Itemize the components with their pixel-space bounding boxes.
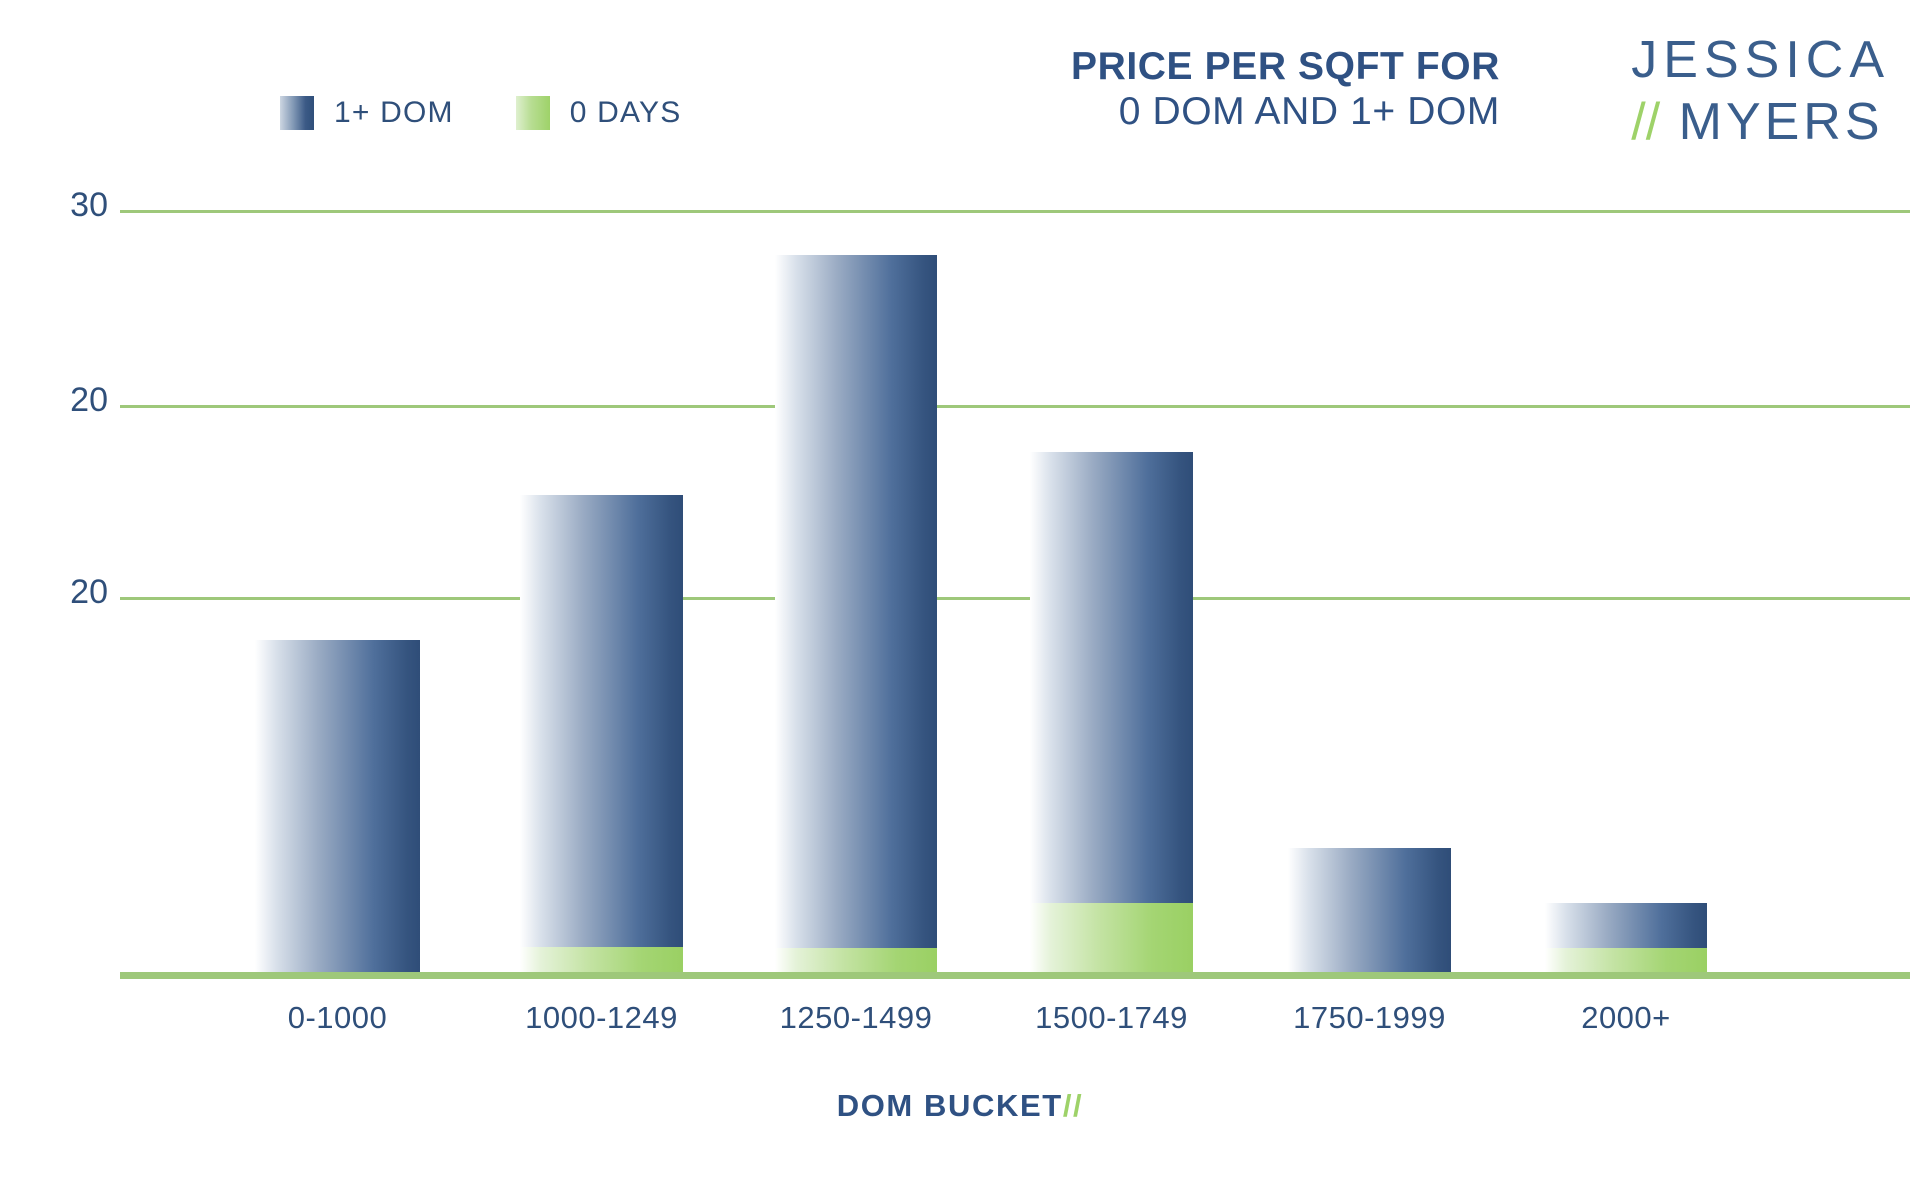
bar-column[interactable] xyxy=(1030,452,1193,972)
legend-swatch-blue-icon xyxy=(280,96,314,130)
x-axis-tick-label: 1750-1999 xyxy=(1293,1000,1446,1035)
x-axis-tick-label: 2000+ xyxy=(1581,1000,1671,1035)
bar-segment-1-plus-dom[interactable] xyxy=(1545,903,1707,948)
bar-segment-1-plus-dom[interactable] xyxy=(1288,848,1451,972)
bar-segment-0-days[interactable] xyxy=(520,947,683,972)
gridline xyxy=(120,597,1910,600)
brand-last-text: MYERS xyxy=(1678,93,1884,151)
bar-segment-1-plus-dom[interactable] xyxy=(520,495,683,947)
legend-swatch-green-icon xyxy=(515,96,550,130)
x-axis-baseline xyxy=(120,972,1910,979)
bar-segment-1-plus-dom[interactable] xyxy=(1030,452,1193,903)
legend-label-0-days: 0 DAYS xyxy=(569,96,682,129)
x-axis-tick-label: 1000-1249 xyxy=(525,1000,678,1035)
x-axis-tick-label: 1500-1749 xyxy=(1035,1000,1188,1035)
legend-item-1-plus-dom[interactable]: 1+ DOM xyxy=(280,96,454,130)
x-axis-tick-label: 1250-1499 xyxy=(779,1000,933,1035)
bar-segment-1-plus-dom[interactable] xyxy=(255,640,420,972)
legend-label-1-plus-dom: 1+ DOM xyxy=(334,96,454,129)
legend-item-0-days[interactable]: 0 DAYS xyxy=(515,96,682,130)
brand-name-first: JESSICA xyxy=(1631,31,1890,89)
x-axis-tick-label: 0-1000 xyxy=(287,1000,388,1035)
bar-segment-1-plus-dom[interactable] xyxy=(775,255,937,948)
bar-column[interactable] xyxy=(1545,903,1707,972)
brand-logo: JESSICA // MYERS xyxy=(1631,34,1890,148)
chart-title: PRICE PER SQFT FOR 0 DOM AND 1+ DOM xyxy=(1071,44,1500,134)
bar-segment-0-days[interactable] xyxy=(1030,903,1193,972)
x-axis-title: DOM BUCKET// xyxy=(0,1088,1920,1124)
gridline xyxy=(120,210,1910,213)
chart-title-line-1: PRICE PER SQFT FOR xyxy=(1070,45,1500,88)
brand-slashes-icon: // xyxy=(1631,93,1661,151)
y-axis-tick-label: 20 xyxy=(70,381,108,419)
bar-column[interactable] xyxy=(775,255,937,972)
brand-name-last: // MYERS xyxy=(1631,96,1890,148)
bar-column[interactable] xyxy=(1288,848,1451,972)
y-axis-tick-label: 20 xyxy=(70,573,108,611)
bar-column[interactable] xyxy=(520,495,683,972)
bar-column[interactable] xyxy=(255,640,420,972)
x-axis-title-text: DOM BUCKET xyxy=(836,1088,1063,1123)
gridline xyxy=(120,405,1910,408)
chart-legend: 1+ DOM 0 DAYS xyxy=(280,96,681,130)
bar-segment-0-days[interactable] xyxy=(775,948,937,972)
x-axis-title-slash-icon: // xyxy=(1062,1088,1084,1123)
chart-title-line-2: 0 DOM AND 1+ DOM xyxy=(1118,90,1500,134)
bar-segment-0-days[interactable] xyxy=(1545,948,1707,972)
y-axis-tick-label: 30 xyxy=(70,186,108,224)
